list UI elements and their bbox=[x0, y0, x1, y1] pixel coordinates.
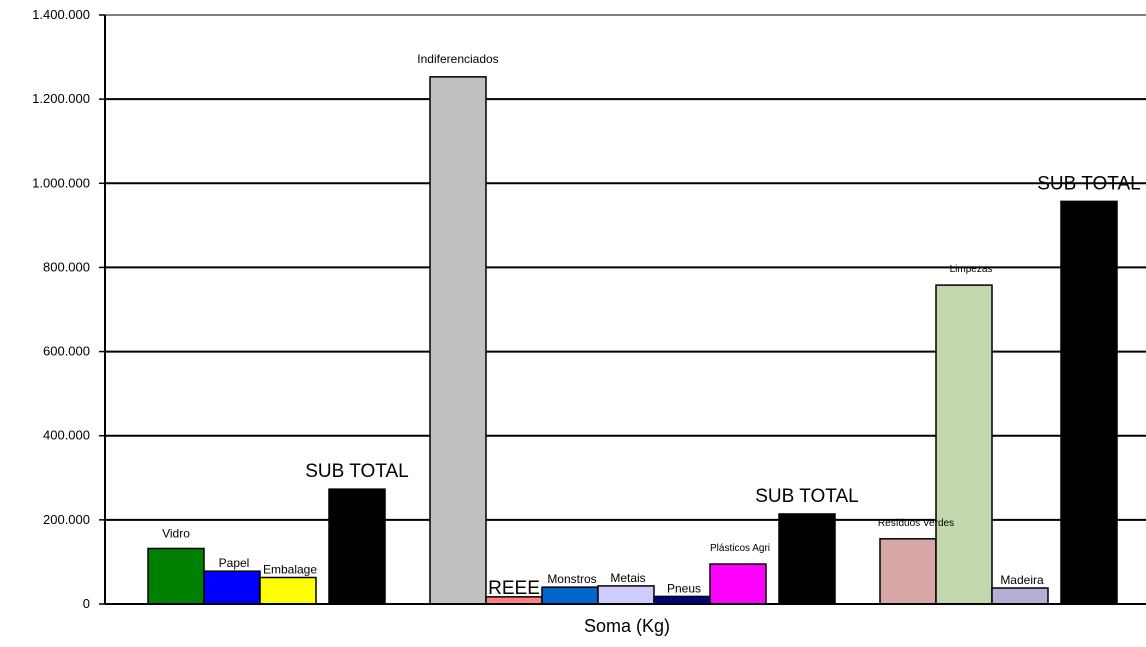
bar-label: Resíduos Verdes bbox=[878, 518, 954, 529]
y-tick-label: 600.000 bbox=[43, 344, 90, 359]
bar-metais bbox=[597, 585, 655, 605]
bar-limpezas bbox=[935, 284, 993, 605]
y-tick-label: 400.000 bbox=[43, 428, 90, 443]
bar-label: SUB TOTAL bbox=[1037, 173, 1140, 194]
y-tick-label: 800.000 bbox=[43, 259, 90, 274]
bar-pl-sticos-agri bbox=[709, 563, 767, 605]
y-tick-label: 1.400.000 bbox=[32, 7, 90, 22]
y-tick-label: 1.000.000 bbox=[32, 175, 90, 190]
y-tick-label: 1.200.000 bbox=[32, 91, 90, 106]
bar-res-duos-verdes bbox=[879, 538, 937, 605]
y-tick-label: 200.000 bbox=[43, 512, 90, 527]
y-tick-label: 0 bbox=[83, 596, 90, 611]
bar-label: Monstros bbox=[547, 572, 596, 586]
bar-label: REEE bbox=[488, 578, 540, 599]
bar-label: Plásticos Agri bbox=[710, 543, 770, 554]
bar-pneus bbox=[653, 595, 711, 605]
bar-madeira bbox=[991, 587, 1049, 605]
bar-sub-total bbox=[328, 488, 386, 605]
bar-label: Madeira bbox=[1000, 573, 1044, 587]
bar-indiferenciados bbox=[429, 76, 487, 605]
bars bbox=[147, 76, 1118, 605]
x-axis-label: Soma (Kg) bbox=[584, 616, 670, 636]
bar-label: Vidro bbox=[162, 526, 190, 540]
bar-label: Metais bbox=[610, 571, 645, 585]
bar-label: Pneus bbox=[667, 581, 701, 595]
bar-label: SUB TOTAL bbox=[305, 461, 408, 482]
bar-label: SUB TOTAL bbox=[755, 486, 858, 507]
y-axis-ticks: 0 200.000 400.000 600.000 800.000 1.000.000 1.… bbox=[32, 7, 105, 611]
bar-monstros bbox=[541, 586, 599, 605]
bar-label: Limpezas bbox=[950, 264, 993, 275]
bar-labels: Vidro Papel Embalage SUB TOTAL Indiferenciad… bbox=[162, 52, 1141, 599]
bar-papel bbox=[203, 570, 261, 605]
bar-sub-total bbox=[778, 513, 836, 605]
bar-label: Papel bbox=[219, 556, 250, 570]
axes bbox=[104, 15, 1146, 605]
bar-sub-total bbox=[1060, 200, 1118, 605]
bar-label: Embalage bbox=[263, 562, 317, 576]
bar-embalage bbox=[259, 576, 317, 605]
bar-vidro bbox=[147, 547, 205, 605]
bar-label: Indiferenciados bbox=[417, 52, 498, 66]
grid-lines bbox=[105, 14, 1146, 521]
